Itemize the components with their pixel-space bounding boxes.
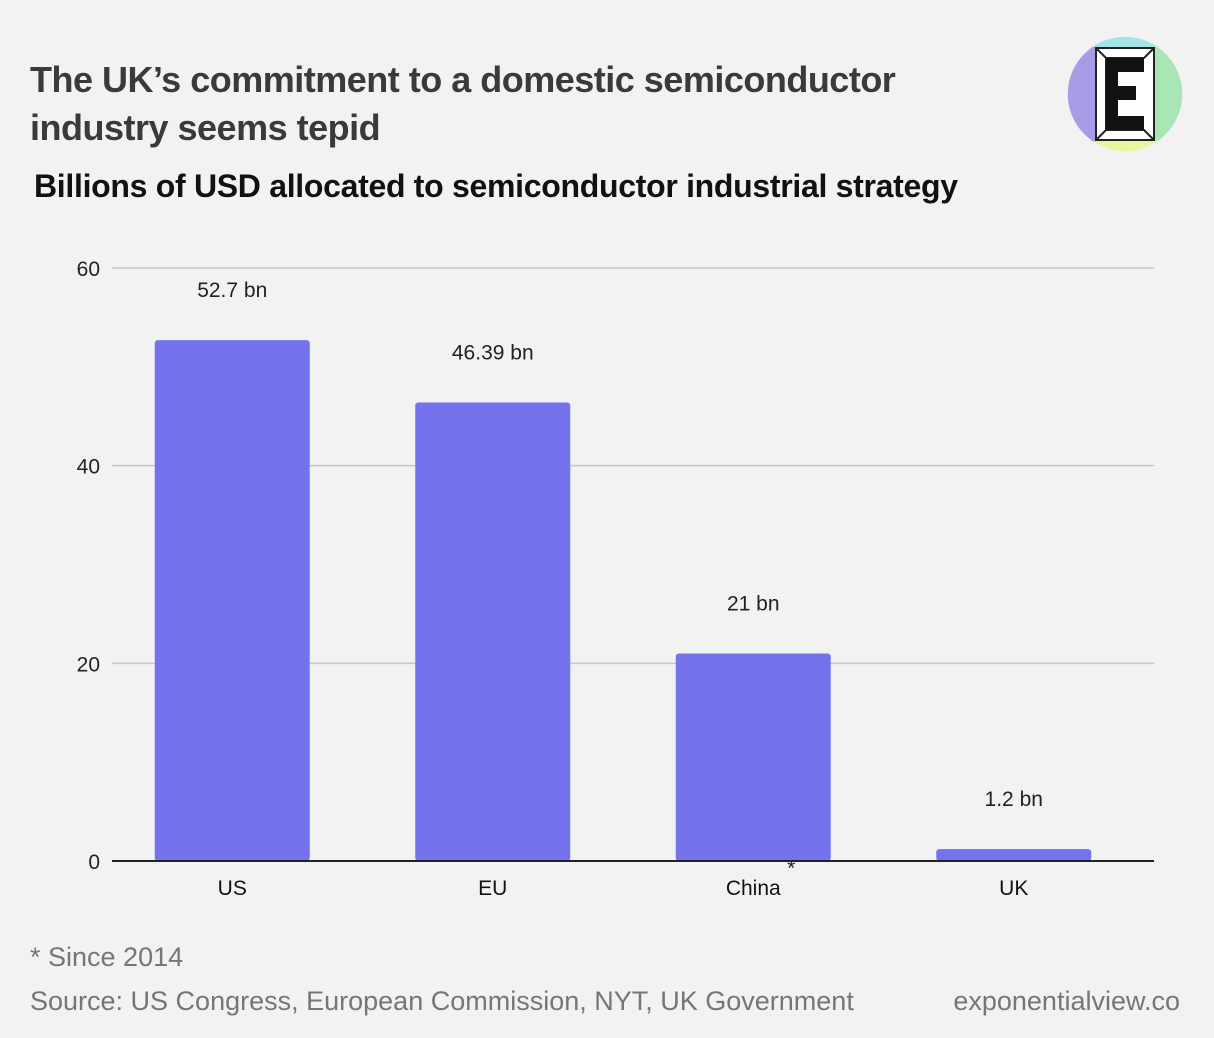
source-note: Source: US Congress, European Commission… [30, 986, 854, 1016]
y-tick-label: 20 [77, 653, 100, 676]
chart-subtitle: Billions of USD allocated to semiconduct… [34, 168, 958, 204]
exponential-view-logo [1067, 36, 1183, 152]
bar-us [154, 340, 310, 861]
y-tick-label: 0 [88, 851, 100, 874]
y-tick-label: 40 [77, 456, 100, 479]
x-tick-label: UK [999, 877, 1028, 900]
bar-chart: 0 20 40 60 52.7 bn US 46.39 bn EU 21 bn China * 1.2… [77, 258, 1154, 900]
bar-china [675, 653, 831, 861]
x-tick-label: China [726, 877, 781, 900]
chart-title: The UK’s commitment to a domestic semico… [30, 59, 896, 148]
y-tick-label: 60 [77, 258, 100, 281]
chart-area: 0 20 40 60 52.7 bn US 46.39 bn EU 21 bn China * 1.2… [24, 218, 1189, 930]
data-label: 1.2 bn [985, 788, 1043, 811]
site-credit: exponentialview.co [953, 986, 1180, 1016]
x-tick-label: EU [478, 877, 507, 900]
x-tick-label: US [218, 877, 247, 900]
logo-letter-e [1095, 47, 1155, 141]
data-label: 21 bn [727, 592, 780, 615]
footnote: * Since 2014 [30, 942, 184, 972]
bar-uk [936, 849, 1092, 861]
data-label: 52.7 bn [197, 279, 267, 302]
data-label: 46.39 bn [452, 342, 534, 365]
bar-eu [415, 402, 571, 861]
asterisk-mark: * [787, 857, 795, 880]
